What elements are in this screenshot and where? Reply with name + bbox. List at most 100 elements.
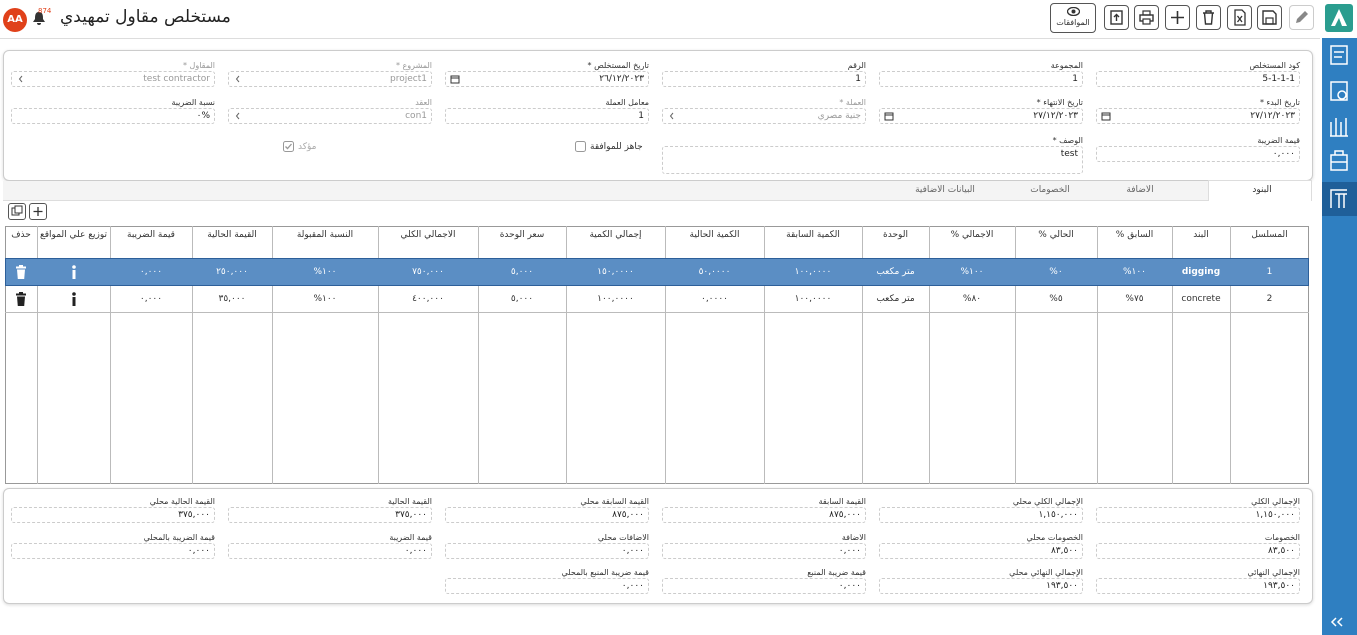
edit-button[interactable] xyxy=(1289,5,1314,30)
form-field[interactable]: العقد con1 xyxy=(228,98,432,124)
column-header[interactable]: الكمية السابقة xyxy=(786,230,840,240)
form-field[interactable]: معامل العملة 1 xyxy=(445,98,649,124)
field-input[interactable]: جنية مصري xyxy=(662,108,866,124)
form-field[interactable]: الإجمالي النهائي محلي ١٩٣,٥٠٠ xyxy=(879,568,1083,594)
field-input[interactable]: test contractor xyxy=(11,71,215,87)
info-button[interactable] xyxy=(37,286,110,312)
copy-row-button[interactable] xyxy=(8,203,26,220)
field-input[interactable]: 1 xyxy=(879,71,1083,87)
excel-button[interactable] xyxy=(1227,5,1252,30)
form-field[interactable]: العملة * جنية مصري xyxy=(662,98,866,124)
field-input[interactable]: ٢٦/١٢/٢٠٢٣ xyxy=(445,71,649,87)
print-button[interactable] xyxy=(1134,5,1159,30)
approvals-button[interactable]: الموافقات xyxy=(1050,3,1096,33)
field-input[interactable]: ٠,٠٠٠ xyxy=(1096,146,1300,162)
field-input[interactable]: ٨٧٥,٠٠٠ xyxy=(445,507,649,523)
form-field[interactable]: قيمة الضريبة بالمحلي ٠,٠٠٠ xyxy=(11,533,215,559)
field-input[interactable]: ١,١٥٠,٠٠٠ xyxy=(879,507,1083,523)
column-header[interactable]: النسبة المقبولة xyxy=(296,230,354,240)
field-input[interactable]: ٨٣,٥٠٠ xyxy=(879,543,1083,559)
form-field[interactable]: تاريخ الانتهاء * ٢٧/١٢/٢٠٢٣ xyxy=(879,98,1083,124)
column-header[interactable]: إجمالي الكمية xyxy=(589,230,642,240)
avatar[interactable]: AA xyxy=(3,8,27,32)
field-input[interactable]: ٨٧٥,٠٠٠ xyxy=(662,507,866,523)
column-header[interactable]: حذف xyxy=(11,230,31,240)
field-input[interactable]: ٢٧/١٢/٢٠٢٣ xyxy=(1096,108,1300,124)
form-field[interactable]: كود المستخلص 5-1-1-1 xyxy=(1096,61,1300,87)
form-field[interactable]: قيمة الضريبة ٠,٠٠٠ xyxy=(228,533,432,559)
form-field[interactable]: قيمة ضريبة المنبع بالمحلي ٠,٠٠٠ xyxy=(445,568,649,594)
field-input[interactable]: 1 xyxy=(445,108,649,124)
column-header[interactable]: الكمية الحالية xyxy=(689,230,740,240)
form-field[interactable]: الإجمالي النهائي ١٩٣,٥٠٠ xyxy=(1096,568,1300,594)
form-field[interactable]: نسبة الضريبة %٠ xyxy=(11,98,215,124)
field-input[interactable]: ٢٧/١٢/٢٠٢٣ xyxy=(879,108,1083,124)
sidebar-icons[interactable] xyxy=(1330,45,1348,627)
checkbox[interactable]: مؤكد xyxy=(283,141,316,152)
form-field[interactable]: تاريخ المستخلص * ٢٦/١٢/٢٠٢٣ xyxy=(445,61,649,87)
field-input[interactable]: ٠,٠٠٠ xyxy=(662,578,866,594)
field-input[interactable]: ١٩٣,٥٠٠ xyxy=(1096,578,1300,594)
bell-icon[interactable] xyxy=(32,10,46,26)
form-field[interactable]: الإجمالي الكلي محلي ١,١٥٠,٠٠٠ xyxy=(879,497,1083,523)
column-header[interactable]: الحالي % xyxy=(1038,230,1074,240)
form-field[interactable]: تاريخ البدء * ٢٧/١٢/٢٠٢٣ xyxy=(1096,98,1300,124)
form-field[interactable]: المجموعة 1 xyxy=(879,61,1083,87)
form-field[interactable]: الاضافات محلي ٠,٠٠٠ xyxy=(445,533,649,559)
delete-button[interactable] xyxy=(1196,5,1221,30)
field-input[interactable]: ١٩٣,٥٠٠ xyxy=(879,578,1083,594)
field-input[interactable]: 1 xyxy=(662,71,866,87)
column-header[interactable]: السابق % xyxy=(1115,230,1154,240)
field-input[interactable]: ٠,٠٠٠ xyxy=(228,543,432,559)
checkbox[interactable]: جاهز للموافقة xyxy=(575,141,643,152)
selected-row-bg[interactable] xyxy=(5,258,1309,286)
column-header[interactable]: سعر الوحدة xyxy=(499,230,545,240)
form-field[interactable]: القيمة الحالية ٣٧٥,٠٠٠ xyxy=(228,497,432,523)
form-field[interactable]: الخصومات محلي ٨٣,٥٠٠ xyxy=(879,533,1083,559)
field-input[interactable]: project1 xyxy=(228,71,432,87)
column-header[interactable]: القيمة الحالية xyxy=(207,230,257,240)
tab[interactable]: الخصومات xyxy=(1030,185,1070,195)
field-input[interactable]: con1 xyxy=(228,108,432,124)
column-header[interactable]: الوحدة xyxy=(883,230,908,240)
field-input[interactable]: ٠,٠٠٠ xyxy=(445,578,649,594)
form-field[interactable]: قيمة الضريبة ٠,٠٠٠ xyxy=(1096,136,1300,162)
field-input[interactable]: ٠,٠٠٠ xyxy=(445,543,649,559)
tab[interactable]: الاضافة xyxy=(1126,185,1154,195)
save-button[interactable] xyxy=(1257,5,1282,30)
column-header[interactable]: المسلسل xyxy=(1251,230,1288,240)
column-header[interactable]: الاجمالي الكلي xyxy=(400,230,456,240)
form-field[interactable]: قيمة ضريبة المنبع ٠,٠٠٠ xyxy=(662,568,866,594)
tab[interactable]: البنود xyxy=(1252,185,1272,195)
field-input[interactable]: ٠,٠٠٠ xyxy=(11,543,215,559)
field-input[interactable]: ٣٧٥,٠٠٠ xyxy=(11,507,215,523)
form-field[interactable]: الوصف * test xyxy=(662,136,1083,174)
column-header[interactable]: توزيع علي المواقع xyxy=(39,230,108,240)
column-header[interactable]: الاجمالي % xyxy=(950,230,994,240)
field-input[interactable]: 5-1-1-1 xyxy=(1096,71,1300,87)
field-input[interactable]: ٣٧٥,٠٠٠ xyxy=(228,507,432,523)
delete-row-button[interactable] xyxy=(5,286,37,312)
field-input[interactable]: test xyxy=(662,146,1083,174)
tab[interactable]: البيانات الاضافية xyxy=(915,185,975,195)
field-input[interactable]: %٠ xyxy=(11,108,215,124)
upload-button[interactable] xyxy=(1104,5,1129,30)
form-field[interactable]: المشروع * project1 xyxy=(228,61,432,87)
field-input[interactable]: ٠,٠٠٠ xyxy=(662,543,866,559)
delete-row-button[interactable] xyxy=(5,258,37,286)
form-field[interactable]: الخصومات ٨٣,٥٠٠ xyxy=(1096,533,1300,559)
form-field[interactable]: الاضافة ٠,٠٠٠ xyxy=(662,533,866,559)
field-input[interactable]: ٨٣,٥٠٠ xyxy=(1096,543,1300,559)
form-field[interactable]: القيمة الحالية محلي ٣٧٥,٠٠٠ xyxy=(11,497,215,523)
form-field[interactable]: القيمة السابقة محلي ٨٧٥,٠٠٠ xyxy=(445,497,649,523)
form-field[interactable]: الإجمالي الكلي ١,١٥٠,٠٠٠ xyxy=(1096,497,1300,523)
form-field[interactable]: المقاول * test contractor xyxy=(11,61,215,87)
column-header[interactable]: البند xyxy=(1193,230,1209,240)
add-button[interactable] xyxy=(1165,5,1190,30)
add-row-button[interactable] xyxy=(29,203,47,220)
form-field[interactable]: القيمة السابقة ٨٧٥,٠٠٠ xyxy=(662,497,866,523)
form-field[interactable]: الرقم 1 xyxy=(662,61,866,87)
column-header[interactable]: قيمة الضريبة xyxy=(127,230,175,240)
info-button[interactable] xyxy=(37,258,110,286)
field-input[interactable]: ١,١٥٠,٠٠٠ xyxy=(1096,507,1300,523)
